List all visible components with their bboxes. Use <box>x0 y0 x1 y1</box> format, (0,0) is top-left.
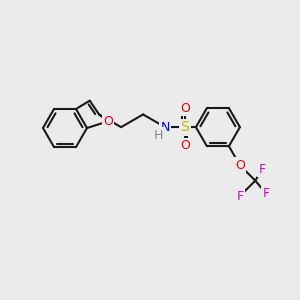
Text: O: O <box>180 139 190 152</box>
Text: S: S <box>181 120 189 134</box>
Text: O: O <box>103 115 113 128</box>
Text: O: O <box>235 159 245 172</box>
Text: F: F <box>236 190 244 202</box>
Text: N: N <box>160 121 170 134</box>
Text: F: F <box>263 187 270 200</box>
Text: H: H <box>153 129 163 142</box>
Text: F: F <box>258 163 266 176</box>
Text: O: O <box>180 102 190 115</box>
